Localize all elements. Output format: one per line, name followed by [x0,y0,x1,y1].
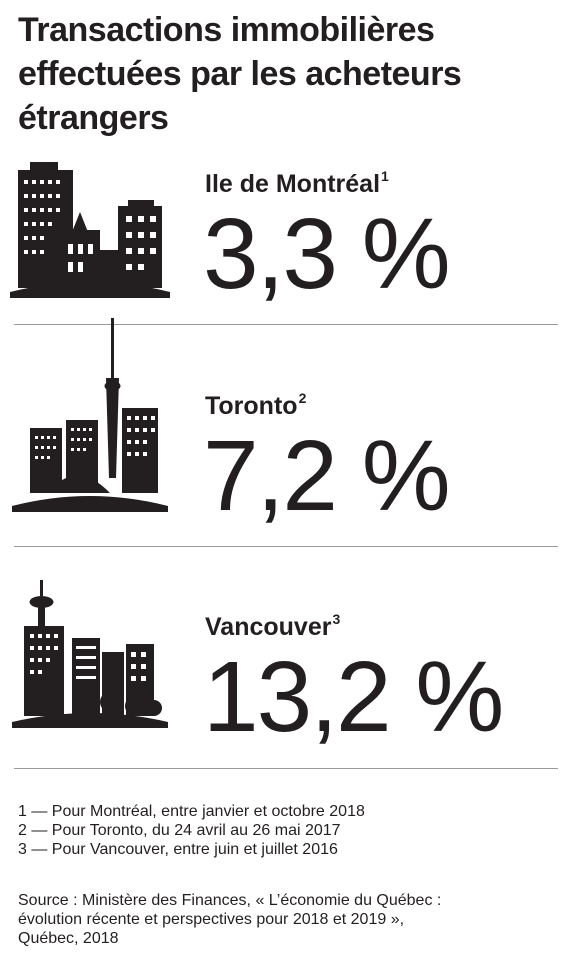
divider [14,324,558,325]
title-line-3: étrangers [18,99,169,137]
city-label-toronto: Toronto2 [205,390,307,421]
footnotes: 1 — Pour Montréal, entre janvier et octo… [18,802,365,859]
footnote-ref: 3 [332,611,341,627]
divider [14,768,558,769]
footnote-ref: 2 [298,390,307,406]
footnote-3: 3 — Pour Vancouver, entre juin et juille… [18,841,338,858]
title-line-1: Transactions immobilières [18,11,435,49]
city-name: Toronto [205,392,298,420]
source-note: Source : Ministère des Finances, « L’éco… [18,891,558,948]
divider [14,546,558,547]
source-line-2: évolution récente et perspectives pour 2… [18,911,405,928]
source-line-1: Source : Ministère des Finances, « L’éco… [18,892,442,909]
title-line-2: effectuées par les acheteurs [18,55,462,93]
value-toronto: 7,2 % [203,420,451,532]
city-name: Ile de Montréal [205,170,381,198]
footnote-ref: 1 [381,168,389,184]
vancouver-skyline-icon [12,580,168,728]
footnote-2: 2 — Pour Toronto, du 24 avril au 26 mai … [18,822,341,839]
city-label-montreal: Ile de Montréal1 [205,168,389,199]
montreal-skyline-icon [10,162,170,298]
page-title: Transactions immobilières effectuées par… [18,8,558,140]
city-label-vancouver: Vancouver3 [205,611,341,642]
toronto-skyline-icon [12,318,168,512]
source-line-3: Québec, 2018 [18,930,119,947]
city-name: Vancouver [205,613,332,641]
footnote-1: 1 — Pour Montréal, entre janvier et octo… [18,803,365,820]
value-vancouver: 13,2 % [203,641,504,753]
value-montreal: 3,3 % [203,198,451,310]
